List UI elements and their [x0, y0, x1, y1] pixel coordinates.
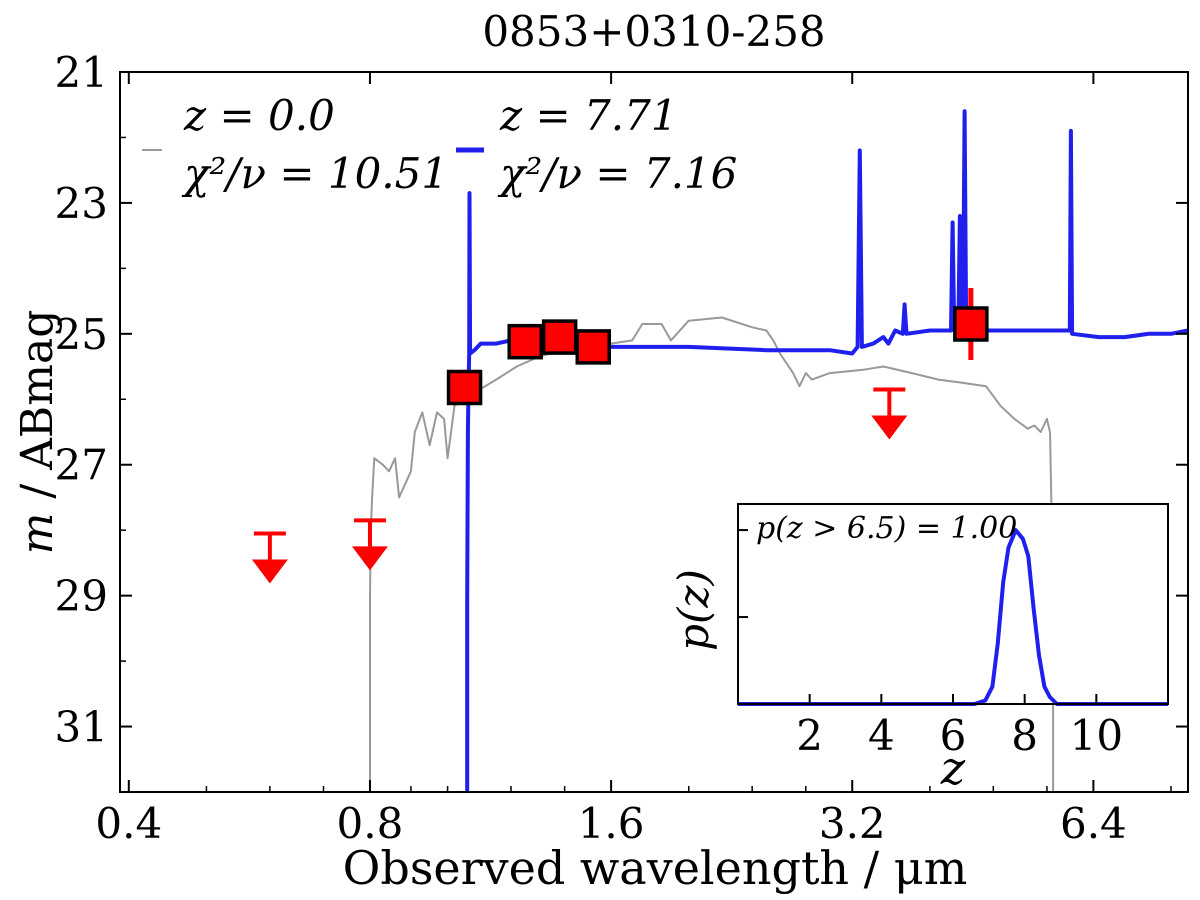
x-axis-label: Observed wavelength / μm	[343, 841, 968, 895]
inset-plot: 2 4 6 8 10 p(z > 6.5) = 1.00 z p(z)	[669, 503, 1169, 795]
chart-title: 0853+0310-258	[482, 7, 825, 56]
inset-y-axis-label: p(z)	[669, 569, 718, 651]
series-line-z771	[465, 109, 1189, 792]
inset-frame	[737, 503, 1169, 705]
y-axis-label: m / ABmag	[12, 310, 63, 555]
legend: z = 0.0 χ²/ν = 10.51 z = 7.71 χ²/ν = 7.1…	[142, 91, 737, 198]
y-axis-label-rest: / ABmag	[12, 310, 63, 513]
legend-label-z771-line2: χ²/ν = 7.16	[497, 149, 737, 198]
detection-marker-1	[507, 323, 543, 360]
y-tick-label-4: 29	[55, 572, 108, 621]
x-tick-label-1: 0.8	[337, 799, 404, 848]
y-axis-label-var: m	[12, 513, 63, 555]
inset-background	[738, 504, 1168, 704]
main-plot-frame	[119, 71, 1189, 793]
y-tick-label-3: 27	[55, 441, 108, 490]
inset-x-tick-label-0: 2	[796, 711, 823, 760]
main-ticks-group: 0.4 0.8 1.6 3.2 6.4 21 23 25 27 29 31	[55, 48, 1188, 848]
detection-marker-2	[541, 319, 578, 355]
x-tick-label-0: 0.4	[95, 799, 162, 848]
inset-x-tick-label-2: 6	[940, 711, 967, 760]
x-tick-label-3: 3.2	[819, 799, 886, 848]
inset-series-group	[738, 528, 1168, 706]
legend-label-z0-line1: z = 0.0	[183, 91, 335, 140]
x-tick-label-2: 1.6	[578, 799, 645, 848]
detection-marker-0	[446, 369, 483, 406]
inset-x-tick-label-3: 8	[1011, 711, 1038, 760]
legend-label-z0-line2: χ²/ν = 10.51	[181, 149, 448, 198]
upper-limit-arrow-2	[871, 415, 908, 440]
y-tick-label-1: 23	[55, 179, 108, 228]
y-tick-label-2: 25	[55, 310, 108, 359]
inset-x-axis-label: z	[940, 741, 966, 795]
inset-pz-line	[738, 528, 1168, 706]
legend-label-z771-line1: z = 7.71	[499, 91, 678, 140]
detection-marker-3	[575, 329, 612, 365]
main-markers-group	[251, 288, 989, 584]
inset-ticks-group: 2 4 6 8 10	[738, 529, 1123, 760]
detection-marker-4	[953, 306, 989, 342]
main-plot: 0.4 0.8 1.6 3.2 6.4 21 23 25 27 29 31	[55, 48, 1189, 848]
inset-x-tick-label-4: 10	[1070, 711, 1123, 760]
x-axis-label-text: Observed wavelength /	[343, 841, 894, 895]
y-tick-label-5: 31	[55, 703, 108, 752]
y-tick-label-0: 21	[55, 48, 108, 97]
series-line-z0	[369, 316, 1055, 792]
main-series-group	[369, 109, 1189, 792]
x-axis-label-unit: μm	[894, 841, 968, 895]
inset-x-tick-label-1: 4	[868, 711, 895, 760]
inset-annotation: p(z > 6.5) = 1.00	[756, 511, 1017, 546]
x-tick-label-4: 6.4	[1060, 799, 1127, 848]
upper-limit-arrow-0	[251, 559, 288, 584]
upper-limit-arrow-1	[351, 546, 388, 571]
